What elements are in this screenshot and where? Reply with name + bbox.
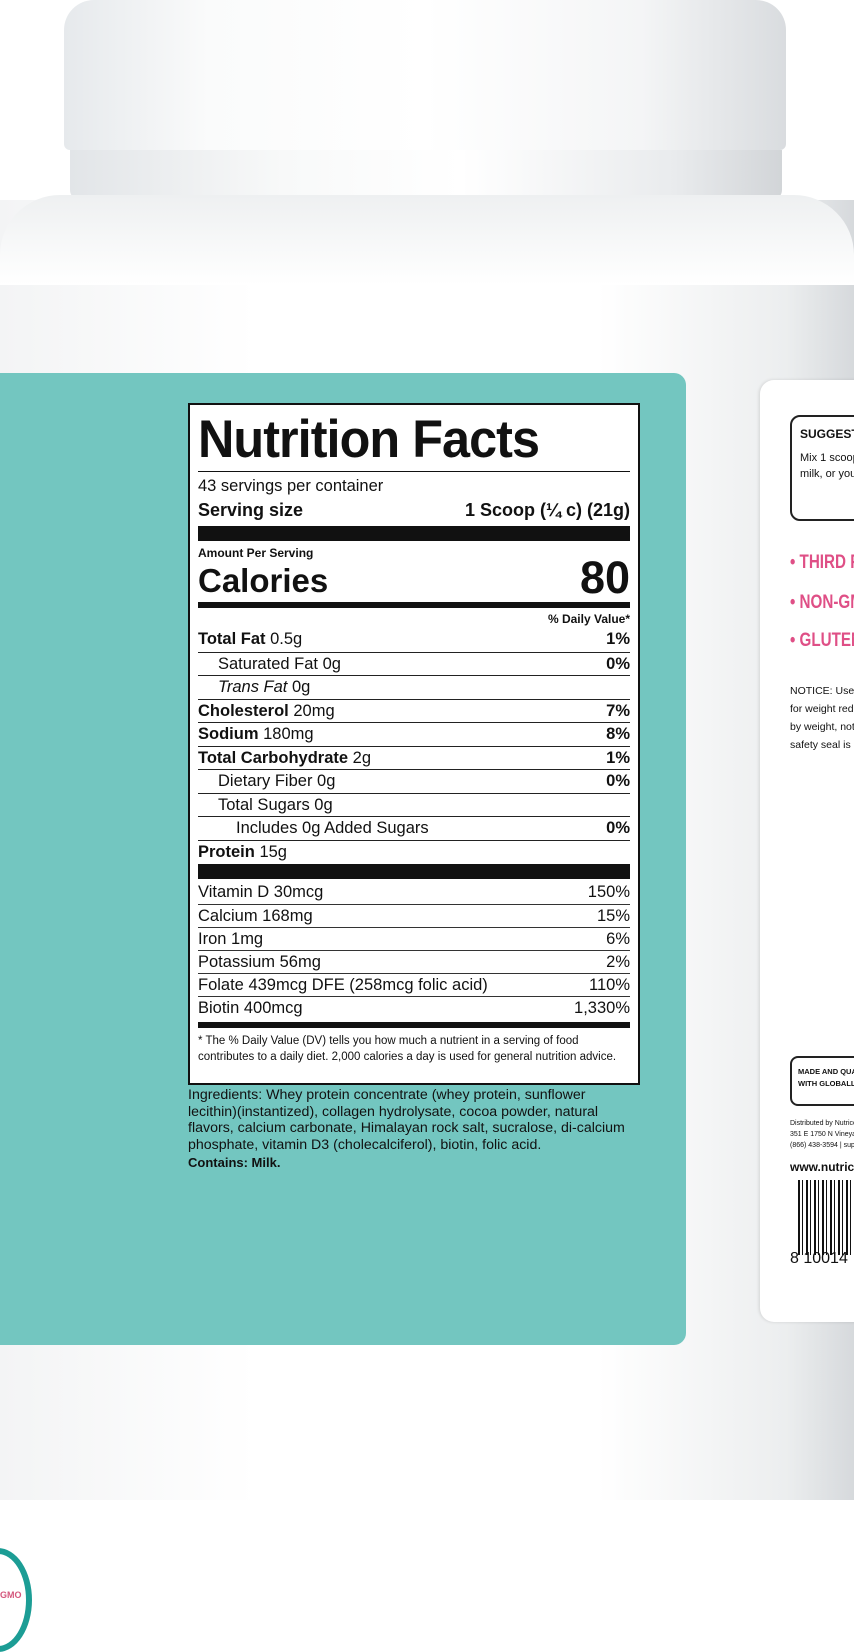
non-gmo-badge-icon: GMO [0,1548,32,1652]
notice-text: NOTICE: Use this pro for weight reductio… [790,685,854,751]
vitamin-label: Iron 1mg [198,930,264,948]
bottle-lid [64,0,786,150]
nutrient-label: Saturated Fat [218,654,318,673]
right-side-label: SUGGESTED Mix 1 scoop (ap milk, or your … [760,380,854,1322]
vitamin-dv: 15% [596,907,630,925]
nutrient-amount: 180mg [263,725,314,743]
serving-size: Serving size 1 Scoop (¼ c) (21g) [198,500,630,520]
vitamin-label: Folate 439mcg DFE (258mcg folic acid) [198,976,488,994]
vitamin-row: Vitamin D 30mcg 150% [198,881,630,904]
nutrient-amount: 15g [259,842,287,861]
allergen-statement: Contains: Milk. [188,1155,281,1171]
nutrition-facts-panel: Nutrition Facts 43 servings per containe… [188,403,640,1085]
distributor-info: Distributed by Nutricost® 351 E 1750 N V… [790,1120,854,1149]
vitamin-row: Calcium 168mg 15% [198,904,630,927]
nutrient-label: Protein [198,842,255,861]
vitamin-label: Calcium 168mg [198,907,313,925]
amount-per-serving: Amount Per Serving [198,546,314,560]
servings-per-container: 43 servings per container [198,477,384,495]
vitamin-row: Biotin 400mcg 1,330% [198,996,630,1019]
bottle-shoulder [0,195,854,285]
lid-rim [70,150,782,200]
nutrient-dv: 7% [606,701,630,720]
nutrient-dv: 0% [606,654,630,673]
nutrient-row: Includes 0g Added Sugars 0% [198,816,630,840]
nutrient-amount: 0g [317,772,336,790]
claim: • NON-GMO [790,592,854,613]
nutrient-amount: 0.5g [270,630,303,648]
vitamin-row: Iron 1mg 6% [198,927,630,950]
ingredients: Ingredients: Whey protein concentrate (w… [188,1087,638,1172]
nutrient-label: Dietary Fiber [218,772,313,790]
nutrient-dv: 1% [606,748,630,767]
nutrient-row: Cholesterol 20mg 7% [198,698,630,723]
suggested-use-box: SUGGESTED Mix 1 scoop (ap milk, or your … [790,415,854,521]
vitamin-row: Folate 439mcg DFE (258mcg folic acid) 110… [198,973,630,996]
nutrient-dv: 0% [606,772,630,790]
nutrient-dv: 8% [606,725,630,743]
nutrient-row: Sodium 180mg 8% [198,722,630,746]
vitamin-row: Potassium 56mg 2% [198,950,630,973]
vitamin-label: Biotin 400mcg [198,999,303,1017]
nutrient-amount: 20mg [293,701,335,720]
dv-footnote: * The % Daily Value (DV) tells you how m… [198,1035,617,1063]
vitamin-dv: 1,330% [574,999,630,1017]
dv-header: % Daily Value* [547,612,630,626]
nutrition-title: Nutrition Facts [198,410,540,469]
nutrient-label: Cholesterol [198,701,289,720]
nutrient-row: Trans Fat 0g [198,675,630,699]
vitamin-label: Potassium 56mg [198,953,321,971]
nutrient-label: Total Sugars 0g [218,795,333,814]
vitamin-dv: 6% [606,930,630,948]
calories: Calories 80 [198,552,630,603]
nutrient-row: Dietary Fiber 0g 0% [198,769,630,793]
barcode-icon [798,1180,854,1255]
made-box: MADE AND QUALITY T WITH GLOBALLY SOU [790,1056,854,1106]
nutrient-row: Protein 15g [198,839,630,864]
nutrient-row: Total Sugars 0g [198,792,630,817]
nutrient-amount: 2g [352,748,371,767]
claim: • THIRD PAR [790,552,854,573]
nutrient-label: Sodium [198,725,259,743]
nutrient-label: Trans Fat [218,678,288,696]
vitamin-dv: 110% [589,976,630,994]
nutrient-dv: 0% [606,819,630,837]
nutrient-amount: 0g [291,678,311,696]
nutrient-row: Total Carbohydrate 2g 1% [198,745,630,770]
nutrient-row: Saturated Fat 0g 0% [198,651,630,676]
vitamin-dv: 150% [587,883,630,901]
nutrient-label: Includes 0g Added Sugars [236,819,429,837]
nutrient-dv: 1% [606,630,630,648]
nutrient-label: Total Fat [198,630,266,648]
nutrient-amount: 0g [322,654,341,673]
vitamin-dv: 2% [606,953,630,971]
website-link: www.nutricost.com [790,1160,854,1174]
nutrient-row: Total Fat 0.5g 1% [198,628,630,652]
barcode-digits: 8 10014 [790,1250,848,1267]
vitamin-label: Vitamin D 30mcg [198,883,324,901]
nutrient-label: Total Carbohydrate [198,748,349,767]
